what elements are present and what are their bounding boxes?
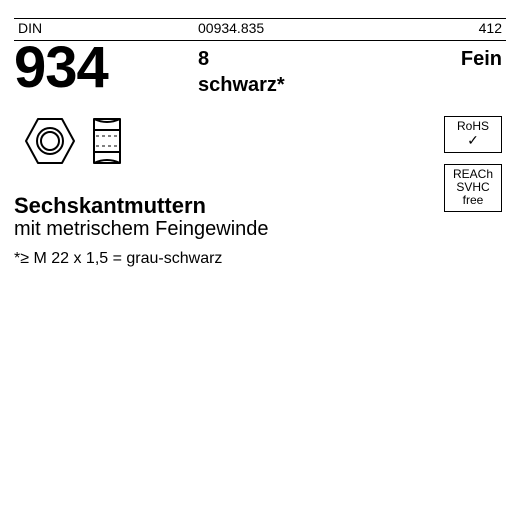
product-title: Sechskantmuttern — [14, 193, 206, 219]
header-right: 412 — [479, 20, 502, 36]
reach-badge: REACh SVHC free — [444, 164, 502, 212]
reach-line3: free — [447, 194, 499, 207]
footnote: *≥ M 22 x 1,5 = grau-schwarz — [14, 250, 222, 268]
property-class: 8 — [198, 48, 209, 71]
standard-number: 934 — [14, 34, 108, 101]
hex-nut-icon — [14, 106, 134, 176]
variant-label: Fein — [461, 48, 502, 71]
product-subtitle: mit metrischem Feingewinde — [14, 218, 269, 241]
check-icon: ✓ — [447, 133, 499, 148]
finish-label: schwarz* — [198, 74, 285, 97]
rohs-badge: RoHS ✓ — [444, 116, 502, 153]
header-mid: 00934.835 — [198, 20, 264, 36]
